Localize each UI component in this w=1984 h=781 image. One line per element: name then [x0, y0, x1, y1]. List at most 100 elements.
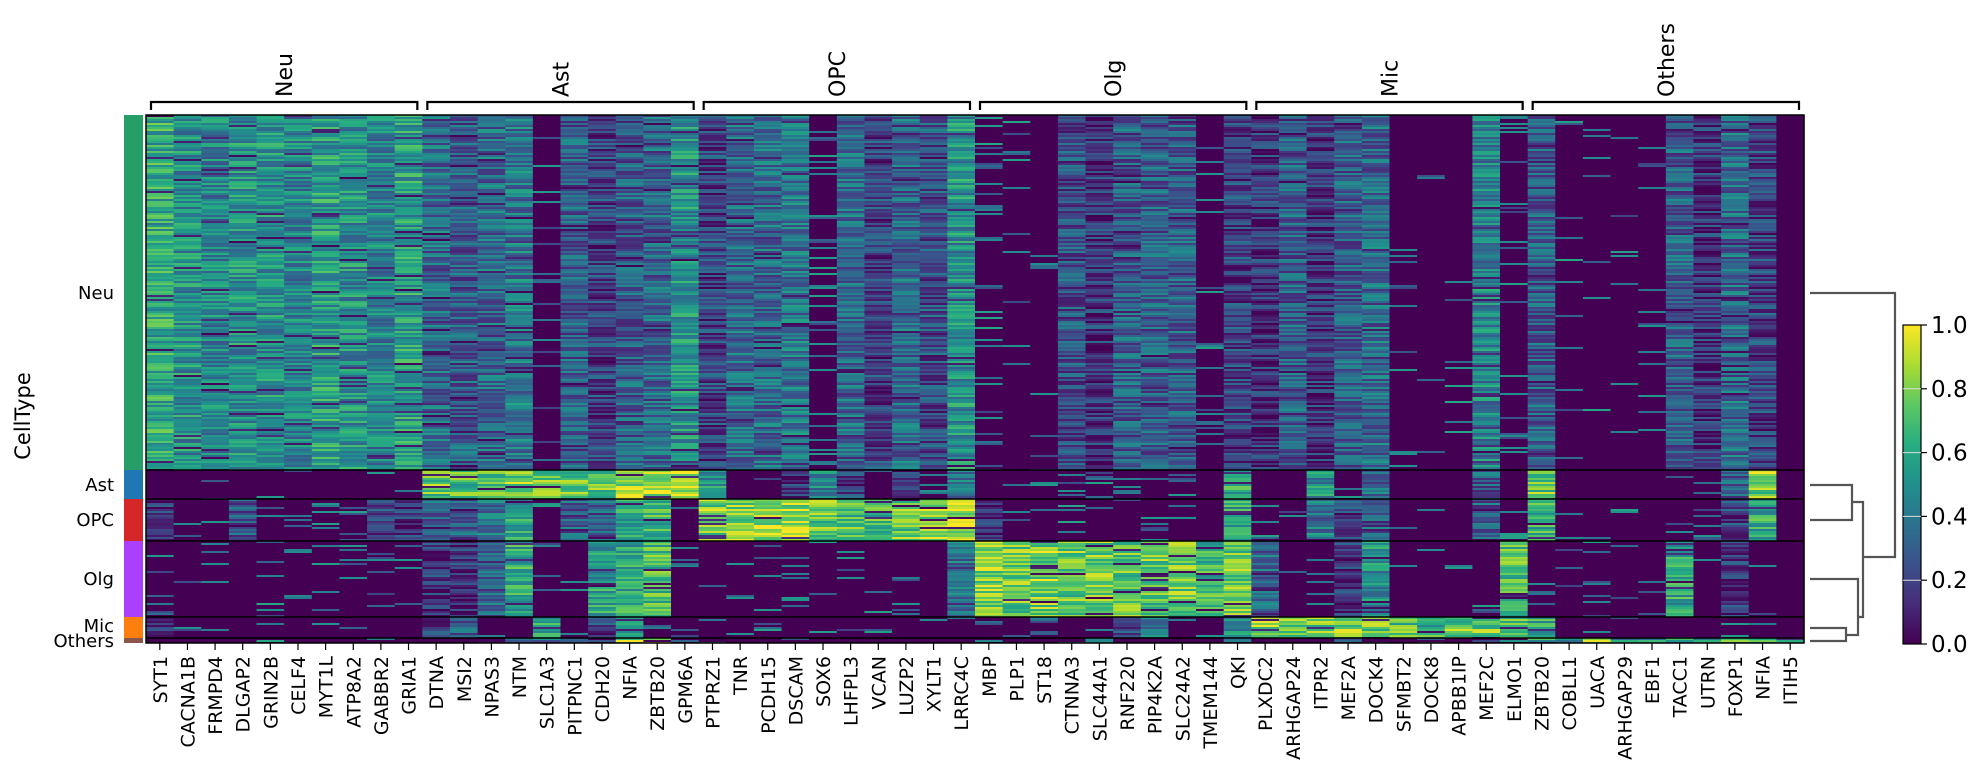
heatmap-cell	[367, 221, 396, 223]
heatmap-cell	[1002, 247, 1031, 249]
heatmap-cell	[311, 235, 341, 237]
heatmap-cell	[1140, 241, 1170, 243]
heatmap-cell	[256, 275, 285, 277]
heatmap-cell	[1306, 171, 1335, 173]
heatmap-cell	[698, 141, 727, 143]
heatmap-cell	[588, 223, 617, 225]
heatmap-cell	[1251, 123, 1280, 125]
heatmap-cell	[532, 203, 562, 205]
heatmap-cell	[1610, 277, 1639, 279]
heatmap-cell	[919, 197, 948, 199]
heatmap-cell	[864, 261, 893, 263]
heatmap-cell	[256, 263, 285, 265]
heatmap-cell	[781, 175, 810, 177]
heatmap-cell	[1223, 139, 1252, 141]
heatmap-cell	[532, 263, 562, 265]
heatmap-cell	[1444, 191, 1473, 193]
heatmap-cell	[1472, 161, 1501, 163]
heatmap-cell	[1389, 247, 1418, 249]
heatmap-cell	[560, 265, 589, 267]
heatmap-cell	[1776, 213, 1805, 215]
heatmap-cell	[671, 199, 700, 201]
heatmap-cell	[1444, 247, 1473, 249]
heatmap-cell	[1030, 177, 1059, 179]
heatmap-cell	[1085, 267, 1114, 269]
heatmap-cell	[394, 219, 423, 221]
heatmap-cell	[698, 137, 727, 139]
heatmap-cell	[1638, 225, 1667, 227]
heatmap-cell	[1278, 135, 1308, 137]
heatmap-cell	[1748, 137, 1777, 139]
heatmap-cell	[1113, 143, 1142, 145]
heatmap-cell	[1721, 195, 1750, 197]
heatmap-cell	[698, 193, 727, 195]
heatmap-cell	[615, 129, 644, 131]
heatmap-cell	[588, 279, 617, 281]
heatmap-cell	[975, 171, 1004, 173]
heatmap-cell	[1417, 211, 1446, 213]
heatmap-cell	[1057, 233, 1087, 235]
heatmap-cell	[1693, 247, 1722, 249]
heatmap-cell	[394, 261, 423, 263]
heatmap-cell	[1389, 139, 1418, 141]
heatmap-cell	[449, 141, 479, 143]
heatmap-cell	[477, 217, 506, 219]
heatmap-cell	[367, 231, 396, 233]
heatmap-cell	[1748, 155, 1777, 157]
heatmap-cell	[864, 239, 893, 241]
heatmap-cell	[1002, 159, 1031, 161]
heatmap-cell	[1721, 139, 1750, 141]
heatmap-cell	[339, 151, 368, 153]
heatmap-cell	[643, 199, 672, 201]
heatmap-cell	[809, 181, 838, 183]
heatmap-cell	[1721, 119, 1750, 121]
heatmap-cell	[947, 247, 976, 249]
heatmap-cell	[367, 229, 396, 231]
heatmap-cell	[228, 219, 258, 221]
heatmap-cell	[173, 169, 202, 171]
heatmap-cell	[1748, 189, 1777, 191]
heatmap-cell	[809, 153, 838, 155]
heatmap-cell	[671, 203, 700, 205]
heatmap-cell	[1500, 143, 1529, 145]
heatmap-cell	[919, 167, 948, 169]
heatmap-cell	[1140, 267, 1170, 269]
heatmap-cell	[1196, 227, 1225, 229]
heatmap-cell	[532, 149, 562, 151]
heatmap-cell	[1334, 271, 1363, 273]
heatmap-cell	[1030, 237, 1059, 239]
heatmap-cell	[1610, 139, 1639, 141]
heatmap-cell	[753, 269, 783, 271]
heatmap-cell	[1417, 203, 1446, 205]
heatmap-cell	[173, 267, 202, 269]
heatmap-cell	[1748, 123, 1777, 125]
heatmap-cell	[809, 207, 838, 209]
heatmap-cell	[1582, 259, 1612, 261]
heatmap-cell	[1444, 149, 1473, 151]
heatmap-cell	[1334, 169, 1363, 171]
heatmap-cell	[588, 173, 617, 175]
heatmap-cell	[615, 161, 644, 163]
heatmap-cell	[643, 263, 672, 265]
cell-type-color-bar	[124, 115, 143, 643]
heatmap-cell	[505, 141, 534, 143]
heatmap-cell	[1665, 159, 1695, 161]
heatmap-cell	[1721, 183, 1750, 185]
heatmap-cell	[809, 221, 838, 223]
heatmap-cell	[1002, 123, 1031, 125]
heatmap-cell	[615, 205, 644, 207]
heatmap-cell	[560, 229, 589, 231]
heatmap-cell	[1002, 215, 1031, 217]
heatmap-cell	[1168, 115, 1197, 117]
heatmap-cell	[1776, 167, 1805, 169]
heatmap-cell	[1610, 169, 1639, 171]
heatmap-cell	[1168, 117, 1197, 119]
heatmap-cell	[1444, 225, 1473, 227]
heatmap-cell	[1638, 197, 1667, 199]
heatmap-cell	[284, 243, 313, 245]
heatmap-cell	[1444, 121, 1473, 123]
heatmap-cell	[1306, 235, 1335, 237]
heatmap-cell	[1610, 141, 1639, 143]
heatmap-cell	[1334, 115, 1363, 117]
heatmap-cell	[809, 135, 838, 137]
